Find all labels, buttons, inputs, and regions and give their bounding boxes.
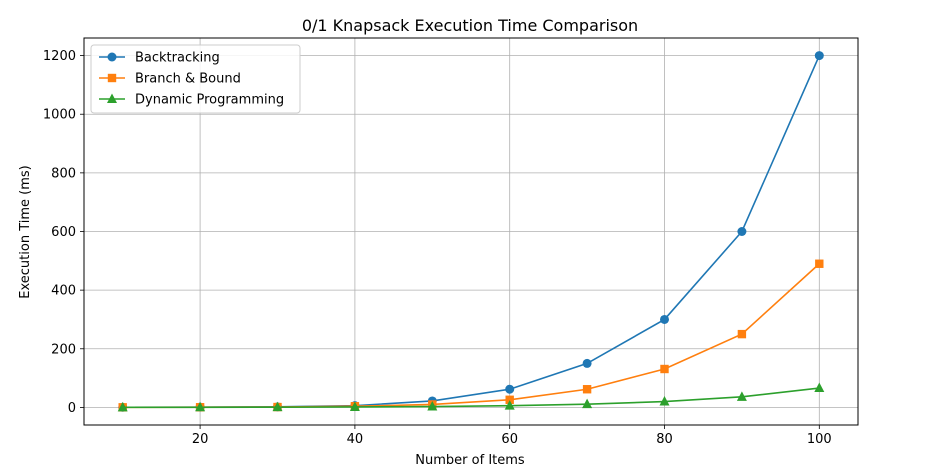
data-point bbox=[504, 400, 515, 410]
data-point bbox=[349, 401, 360, 411]
x-tick-label: 80 bbox=[656, 432, 673, 447]
series-line bbox=[122, 387, 820, 409]
legend-item: Backtracking bbox=[99, 51, 220, 66]
legend-item: Dynamic Programming bbox=[99, 93, 284, 108]
data-point bbox=[195, 401, 206, 412]
legend-marker bbox=[107, 52, 117, 62]
data-point bbox=[660, 314, 669, 324]
y-tick-label: 600 bbox=[51, 225, 76, 240]
x-axis-ticks: 20 40 60 80 100 bbox=[192, 425, 832, 447]
x-tick-label: 20 bbox=[192, 432, 209, 447]
legend-label: Backtracking bbox=[135, 51, 220, 66]
series-line bbox=[122, 263, 820, 409]
data-point bbox=[505, 395, 514, 404]
data-point bbox=[737, 329, 747, 339]
data-point bbox=[660, 364, 669, 374]
data-point bbox=[582, 385, 592, 394]
y-axis-ticks: 0 200 400 600 800 1000 1200 bbox=[43, 49, 84, 416]
legend-label: Dynamic Programming bbox=[135, 93, 284, 108]
y-tick-label: 1200 bbox=[43, 49, 76, 64]
data-point bbox=[582, 358, 592, 368]
data-point bbox=[736, 391, 747, 401]
data-point bbox=[814, 382, 825, 393]
legend-marker bbox=[107, 73, 117, 83]
data-point bbox=[737, 227, 747, 236]
series-2 bbox=[117, 382, 825, 412]
y-axis-label: Execution Time (ms) bbox=[18, 165, 33, 298]
data-point bbox=[815, 259, 824, 268]
legend-box bbox=[90, 44, 301, 114]
chart-title: 0/1 Knapsack Execution Time Comparison bbox=[302, 16, 638, 35]
data-point bbox=[427, 401, 438, 411]
series-1 bbox=[118, 259, 824, 412]
data-point bbox=[505, 384, 515, 394]
legend-marker bbox=[107, 93, 117, 103]
data-point bbox=[117, 401, 128, 412]
y-tick-label: 400 bbox=[51, 284, 76, 299]
legend-label: Branch & Bound bbox=[135, 72, 241, 87]
y-tick-label: 200 bbox=[51, 342, 76, 357]
legend-item: Branch & Bound bbox=[99, 72, 241, 87]
legend: Backtracking Branch & Bound Dynamic Progra… bbox=[90, 44, 301, 114]
x-tick-label: 100 bbox=[807, 432, 832, 447]
series-layer bbox=[117, 51, 825, 412]
y-tick-label: 800 bbox=[51, 166, 76, 181]
x-tick-label: 40 bbox=[347, 432, 364, 447]
data-point bbox=[814, 51, 824, 61]
x-tick-label: 60 bbox=[501, 432, 518, 447]
data-point bbox=[659, 396, 670, 406]
data-point bbox=[582, 398, 593, 409]
data-point bbox=[272, 401, 283, 412]
y-tick-label: 1000 bbox=[43, 108, 76, 123]
y-tick-label: 0 bbox=[68, 401, 76, 416]
x-axis-label: Number of Items bbox=[415, 453, 525, 467]
